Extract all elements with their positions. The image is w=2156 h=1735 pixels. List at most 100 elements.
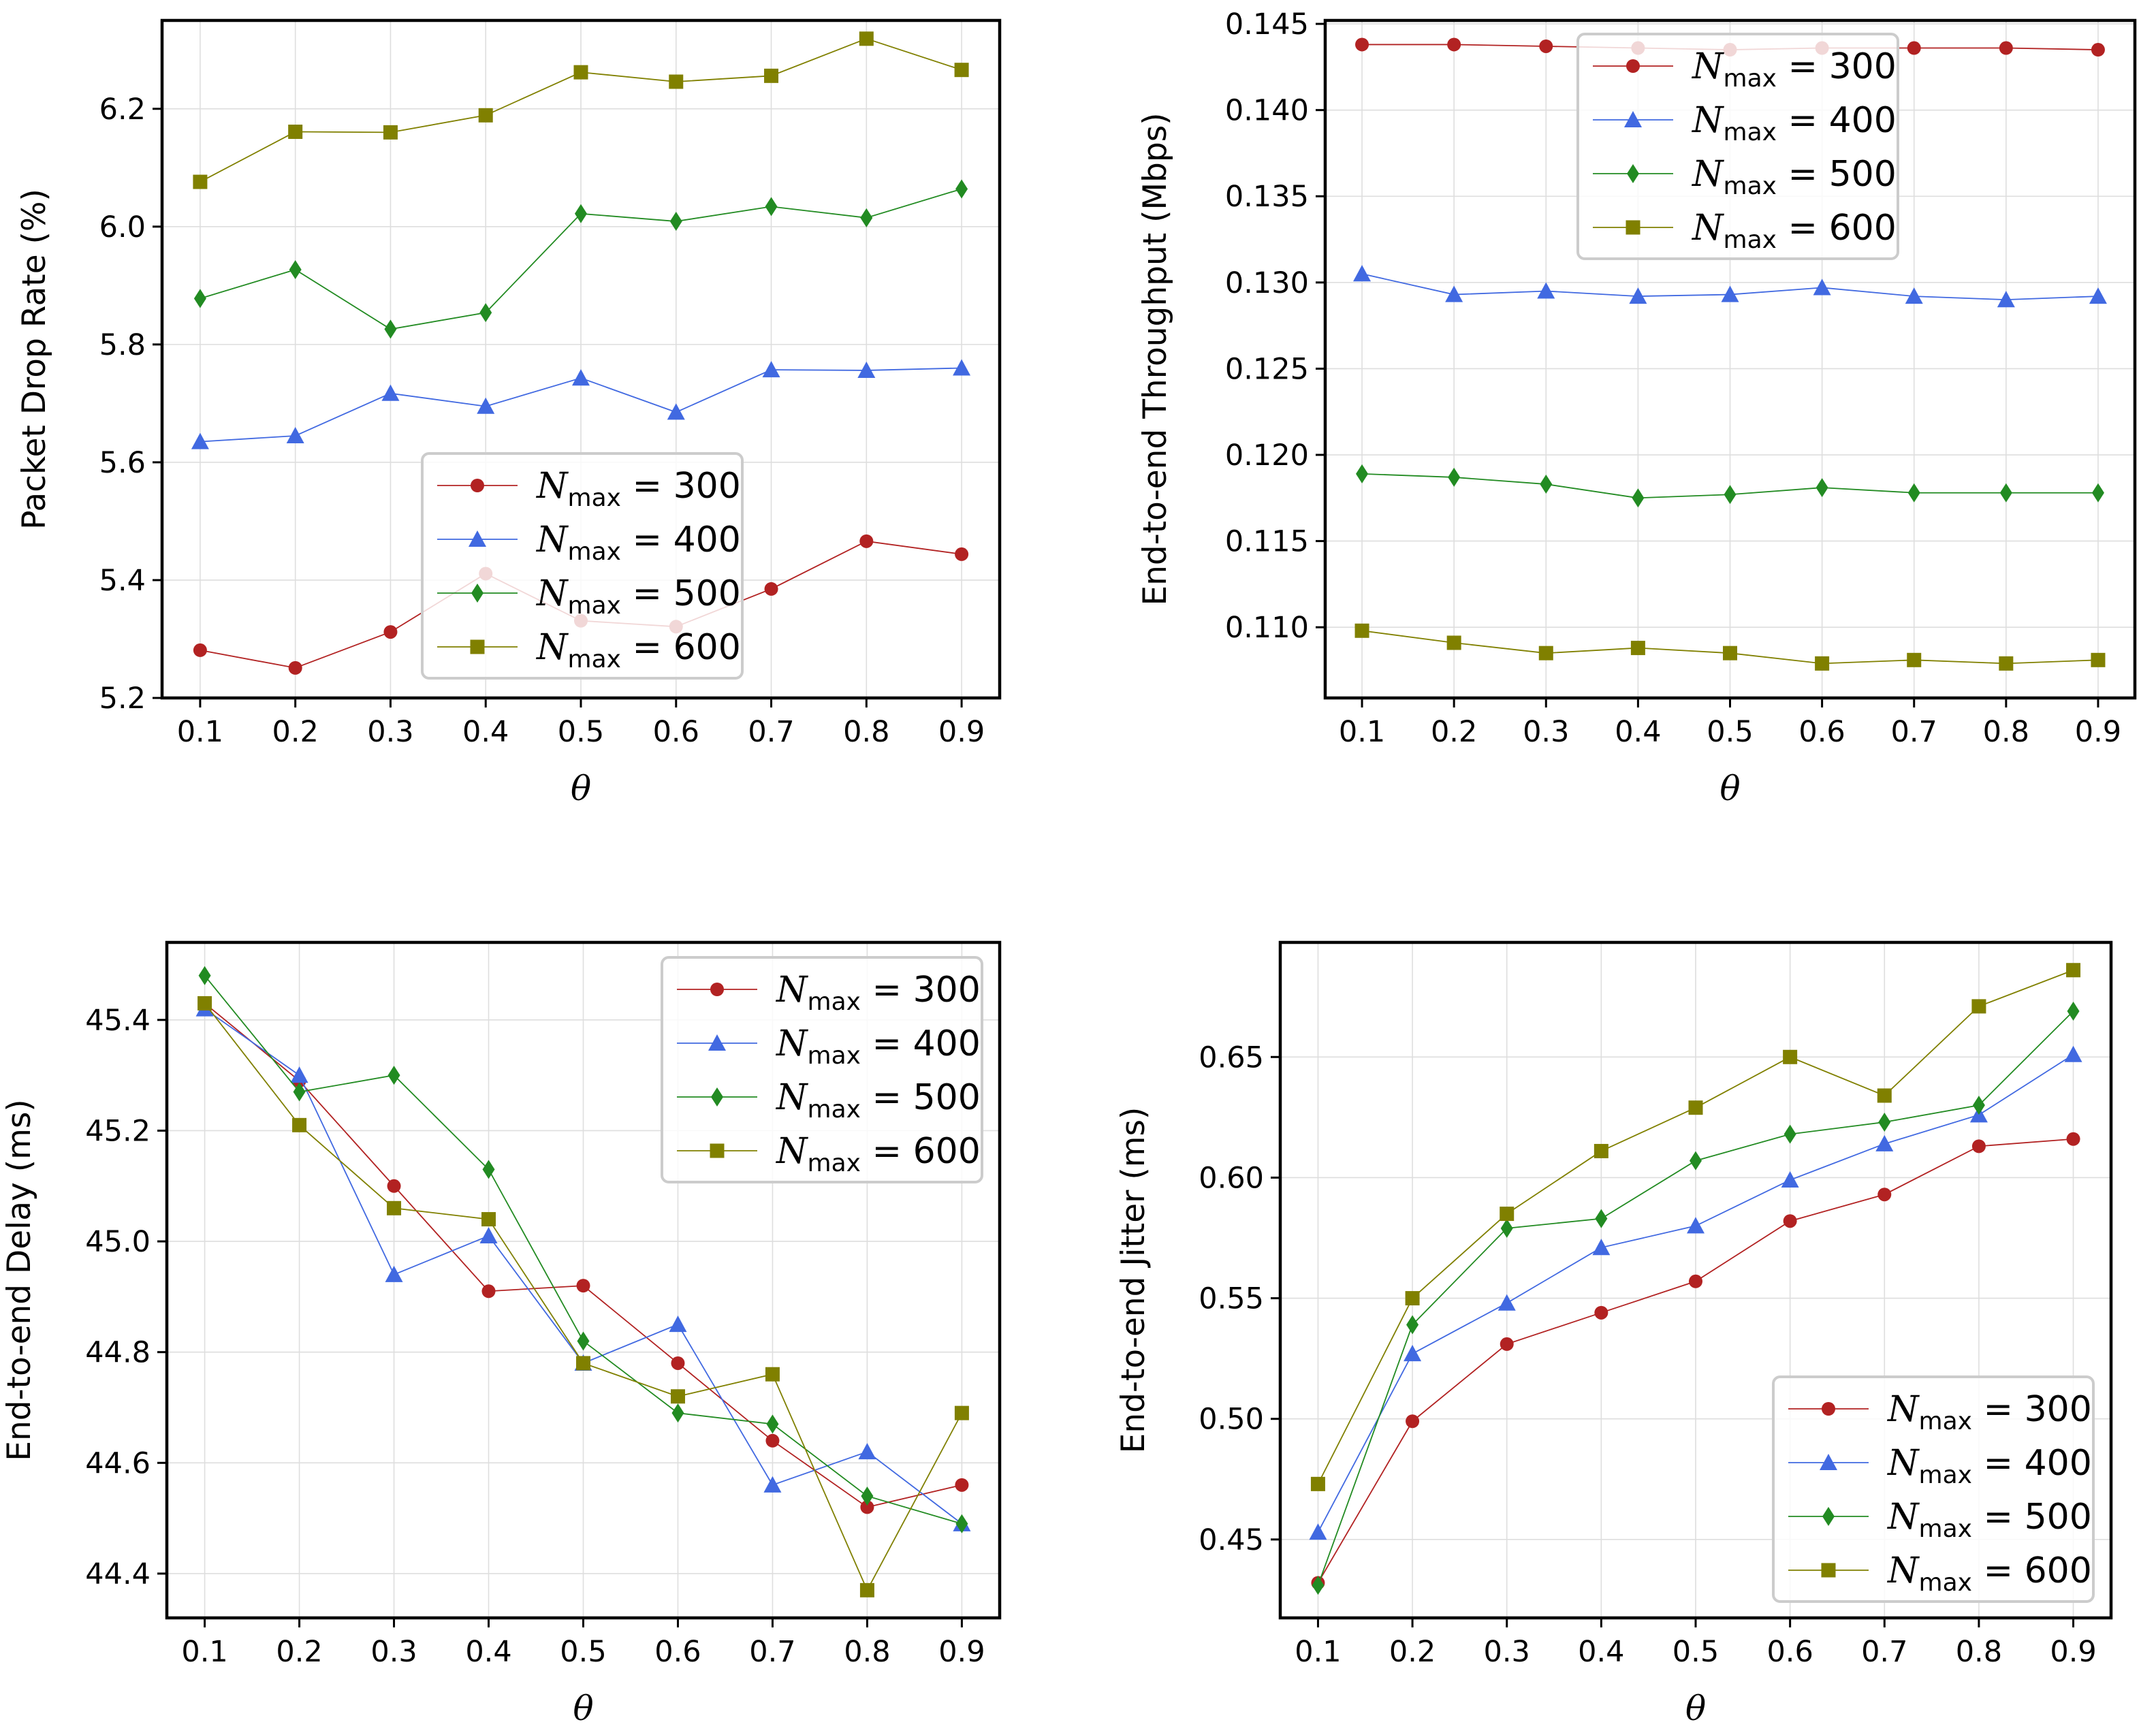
data-point	[857, 361, 876, 378]
data-point	[1972, 1096, 1985, 1115]
data-point	[289, 259, 302, 279]
x-tick-label: 0.4	[465, 1635, 511, 1669]
data-point	[478, 108, 493, 123]
data-point	[381, 384, 400, 401]
x-tick-label: 0.1	[177, 715, 223, 749]
legend-entry-500: Nmax = 500	[1788, 1497, 2092, 1543]
legend-entry-400: Nmax = 400	[1788, 1443, 2092, 1489]
data-point	[1540, 475, 1553, 494]
legend-marker	[470, 639, 485, 654]
legend-entry-300: Nmax = 300	[437, 466, 741, 512]
data-point	[286, 426, 304, 444]
data-point	[764, 582, 778, 596]
data-point	[1781, 1171, 1799, 1188]
data-point	[387, 1066, 400, 1085]
legend-value: 400	[1829, 100, 1897, 141]
data-point	[1630, 641, 1645, 656]
data-point	[1447, 37, 1461, 52]
data-point	[1354, 623, 1369, 638]
data-point	[953, 359, 971, 376]
y-tick-label: 0.50	[1199, 1403, 1264, 1437]
y-tick-label: 6.2	[99, 93, 146, 127]
y-tick-label: 0.135	[1225, 180, 1309, 214]
y-tick-label: 0.60	[1199, 1161, 1264, 1195]
legend-value: 400	[913, 1023, 981, 1064]
legend-label: Nmax = 400	[1691, 100, 1897, 146]
data-point	[2091, 483, 2104, 503]
x-tick-label: 0.5	[560, 1635, 606, 1669]
data-point	[765, 1367, 780, 1382]
legend-value: 400	[673, 520, 741, 560]
data-point	[290, 1066, 308, 1083]
legend-symbol: N	[1886, 1550, 1920, 1591]
chart-panel-1: 0.1 0.2 0.3 0.4 0.5 0.6 0.7 0.8 0.9 5.2 5.4 5.6 5.8 6…	[16, 18, 1002, 808]
legend-equals: =	[861, 970, 913, 1010]
data-point	[2066, 963, 2081, 978]
legend-entry-300: Nmax = 300	[1788, 1389, 2092, 1435]
data-point	[576, 1356, 590, 1371]
x-tick-label: 0.9	[2075, 715, 2121, 749]
plot-frame	[1323, 18, 2137, 700]
y-axis-label: End-to-end Delay (ms)	[1, 1099, 38, 1461]
legend-marker	[1626, 59, 1640, 73]
series-500	[198, 966, 968, 1533]
data-point	[1538, 646, 1553, 660]
data-point	[1539, 39, 1553, 53]
legend-value: 500	[1829, 154, 1897, 195]
y-tick-label: 45.2	[85, 1114, 150, 1148]
data-point	[1632, 488, 1645, 508]
y-axis-label: End-to-end Jitter (ms)	[1115, 1107, 1152, 1454]
legend-value: 600	[2025, 1550, 2092, 1591]
legend-label: Nmax = 600	[775, 1131, 981, 1177]
series-600	[193, 31, 969, 189]
legend-value: 300	[913, 970, 981, 1010]
legend-symbol: N	[775, 970, 808, 1010]
y-tick-label: 45.0	[85, 1225, 150, 1259]
data-point	[1592, 1239, 1611, 1256]
data-point	[671, 1356, 685, 1370]
legend-marker	[1820, 1454, 1837, 1471]
y-tick-label: 0.125	[1225, 352, 1309, 386]
y-tick-label: 6.0	[99, 210, 146, 244]
legend-equals: =	[1777, 154, 1829, 195]
data-point	[292, 1117, 307, 1132]
legend-entry-400: Nmax = 400	[437, 520, 741, 566]
legend-label: Nmax = 300	[775, 970, 981, 1016]
legend-value: 600	[1829, 208, 1897, 249]
legend-equals: =	[1972, 1497, 2025, 1538]
data-point	[2091, 652, 2106, 667]
legend-subscript: max	[1724, 65, 1777, 93]
chart-panel-4: 0.1 0.2 0.3 0.4 0.5 0.6 0.7 0.8 0.9 0.45 0.50 0.55 0…	[1115, 940, 2113, 1728]
y-axis-label: Packet Drop Rate (%)	[16, 189, 53, 530]
legend-marker	[1627, 164, 1639, 183]
data-point	[1907, 652, 1922, 667]
legend-entry-500: Nmax = 500	[1593, 154, 1897, 200]
series-400	[1309, 1045, 2082, 1540]
legend-label: Nmax = 300	[1691, 46, 1897, 93]
data-point	[1312, 1576, 1325, 1595]
series-600	[1354, 623, 2106, 671]
legend-marker	[1626, 220, 1640, 235]
data-point	[2066, 1132, 2080, 1146]
data-point	[1629, 287, 1647, 304]
legend-label: Nmax = 400	[1886, 1443, 2092, 1489]
data-point	[669, 212, 682, 232]
series-500	[1356, 464, 2104, 508]
legend-subscript: max	[808, 988, 861, 1016]
y-tick-label: 0.115	[1225, 525, 1309, 559]
data-point	[2067, 1001, 2080, 1021]
data-point	[955, 547, 969, 561]
data-point	[387, 1200, 402, 1215]
data-point	[1999, 41, 2013, 55]
legend-value: 300	[673, 466, 741, 507]
chart-panel-2: 0.1 0.2 0.3 0.4 0.5 0.6 0.7 0.8 0.9 0.110 0.115 0.1…	[1137, 7, 2137, 808]
data-point	[288, 125, 303, 140]
legend-entry-600: Nmax = 600	[437, 627, 741, 673]
y-tick-label: 0.145	[1225, 7, 1309, 42]
data-point	[1878, 1112, 1891, 1132]
x-tick-label: 0.8	[844, 1635, 890, 1669]
x-tick-label: 0.5	[558, 715, 604, 749]
data-point	[1445, 285, 1463, 302]
y-tick-label: 5.8	[99, 328, 146, 362]
